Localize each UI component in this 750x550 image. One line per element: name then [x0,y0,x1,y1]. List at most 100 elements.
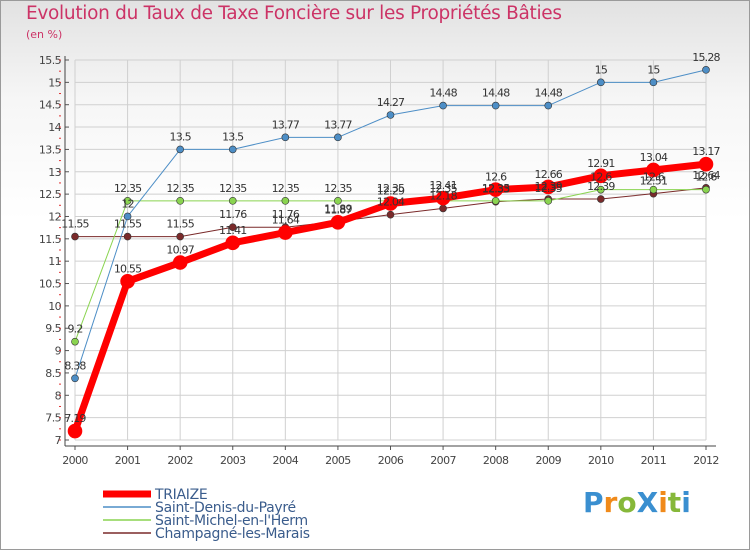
data-label-saint-michel-en-l-herm: 12.35 [482,182,510,195]
logo-letter: i [681,486,691,519]
data-point-champagn-les-marais [597,195,605,203]
data-label-saint-michel-en-l-herm: 12.35 [377,182,405,195]
data-point-triaize [540,179,556,195]
data-label-champagn-les-marais: 12.39 [535,180,563,193]
data-label-champagn-les-marais: 12.18 [429,189,457,202]
data-label-triaize: 11.64 [272,214,300,227]
data-point-triaize [488,182,503,197]
axes: 7 7.5 8 8.5 9 9.5 10 10.5 11 11.5 12 12.5 13 13.5 14 14… [39,54,719,467]
data-point-saint-denis-du-payr- [334,133,342,142]
data-point-triaize [225,235,241,251]
data-label-saint-michel-en-l-herm: 12.35 [535,182,563,195]
legend: TRIAIZESaint-Denis-du-PayréSaint-Michel-… [103,487,310,542]
data-label-saint-denis-du-payr-: 14.48 [535,87,563,100]
data-label-saint-michel-en-l-herm: 12.35 [272,182,300,195]
data-point-triaize [172,255,188,270]
x-tick-label: 2002 [167,454,193,467]
x-tick-label: 2003 [220,454,246,467]
data-point-saint-denis-du-payr- [597,78,605,87]
data-label-saint-denis-du-payr-: 14.48 [482,87,510,100]
data-label-saint-denis-du-payr-: 13.77 [324,118,352,131]
x-tick-label: 2010 [588,454,614,467]
data-point-champagn-les-marais [439,204,447,213]
logo-letter: r [603,486,618,519]
data-label-champagn-les-marais: 12.39 [587,180,615,193]
y-tick-label: 15 [48,76,61,89]
legend-label-triaize: TRIAIZE [154,487,207,503]
data-point-triaize [593,168,609,184]
data-point-saint-denis-du-payr- [176,145,184,154]
y-tick-label: 14.5 [39,99,62,112]
data-point-saint-denis-du-payr- [123,212,132,221]
proxiti-logo: ProXiti [583,486,691,519]
unit-label: (en %) [26,28,63,41]
y-tick-label: 14 [48,121,61,134]
data-point-saint-michel-en-l-herm [649,185,658,194]
data-point-triaize [698,156,714,172]
data-label-saint-michel-en-l-herm: 12.35 [114,182,142,195]
data-point-saint-michel-en-l-herm [491,197,500,205]
data-point-saint-michel-en-l-herm [281,197,290,205]
data-label-champagn-les-marais: 12.64 [692,169,720,182]
data-point-triaize [67,423,83,439]
data-label-champagn-les-marais: 12.51 [640,175,668,188]
data-label-saint-michel-en-l-herm: 12.35 [166,182,194,195]
data-label-champagn-les-marais: 12.33 [482,183,510,196]
data-label-saint-michel-en-l-herm: 12.35 [219,182,247,195]
data-point-saint-denis-du-payr- [281,133,290,142]
data-label-saint-denis-du-payr-: 14.27 [377,96,405,109]
y-tick-label: 7.5 [45,412,61,425]
y-tick-label: 13.5 [39,143,62,156]
data-point-triaize [435,190,451,206]
data-point-champagn-les-marais [386,210,395,219]
data-label-triaize: 12.41 [429,179,457,192]
x-tick-label: 2012 [693,454,719,467]
data-point-saint-denis-du-payr- [71,374,79,383]
data-point-saint-michel-en-l-herm [334,197,342,205]
data-label-saint-denis-du-payr-: 15 [595,63,608,76]
data-label-saint-denis-du-payr-: 13.77 [272,118,300,131]
data-label-champagn-les-marais: 11.55 [114,218,142,231]
data-label-saint-michel-en-l-herm: 12.35 [324,182,352,195]
data-point-saint-michel-en-l-herm [544,197,553,205]
data-label-triaize: 12.29 [377,185,405,198]
x-tick-label: 2000 [62,454,88,467]
y-tick-label: 7 [55,434,62,447]
data-point-saint-denis-du-payr- [228,145,237,154]
x-tick-label: 2006 [378,454,404,467]
x-tick-label: 2009 [535,454,561,467]
data-point-saint-michel-en-l-herm [597,185,605,194]
data-label-triaize: 10.55 [114,262,142,275]
data-point-champagn-les-marais [176,232,184,241]
data-point-saint-denis-du-payr- [649,78,658,87]
data-label-triaize: 12.6 [485,171,507,184]
logo-letter: t [667,486,682,519]
data-label-triaize: 13.04 [640,151,668,164]
y-tick-label: 8 [55,389,62,402]
data-point-saint-denis-du-payr- [702,66,710,74]
y-tick-label: 9 [55,345,62,358]
data-point-saint-denis-du-payr- [386,111,395,119]
y-tick-label: 12 [48,210,61,223]
x-tick-label: 2008 [483,454,509,467]
data-labels: 11.55 11.55 11.55 11.76 11.76 11.89 12.04 12.18… [61,51,721,425]
series-layer [67,66,714,439]
data-label-saint-denis-du-payr-: 15.28 [692,51,720,64]
y-tick-label: 9.5 [45,322,61,335]
data-label-champagn-les-marais: 11.76 [272,208,300,221]
data-point-triaize [646,162,661,178]
logo-letter: P [583,486,604,519]
y-tick-label: 10 [48,300,61,313]
data-label-saint-denis-du-payr-: 13.5 [222,130,244,143]
data-point-saint-denis-du-payr- [491,101,500,110]
chart-title: Evolution du Taux de Taxe Foncière sur l… [26,3,562,24]
x-tick-label: 2005 [325,454,351,467]
logo-letter: X [636,486,659,519]
data-point-saint-denis-du-payr- [439,101,447,110]
data-label-triaize: 12.91 [587,157,615,170]
data-point-triaize [278,225,293,240]
data-point-triaize [120,273,135,289]
data-point-saint-michel-en-l-herm [702,185,710,194]
data-point-saint-michel-en-l-herm [71,337,79,346]
